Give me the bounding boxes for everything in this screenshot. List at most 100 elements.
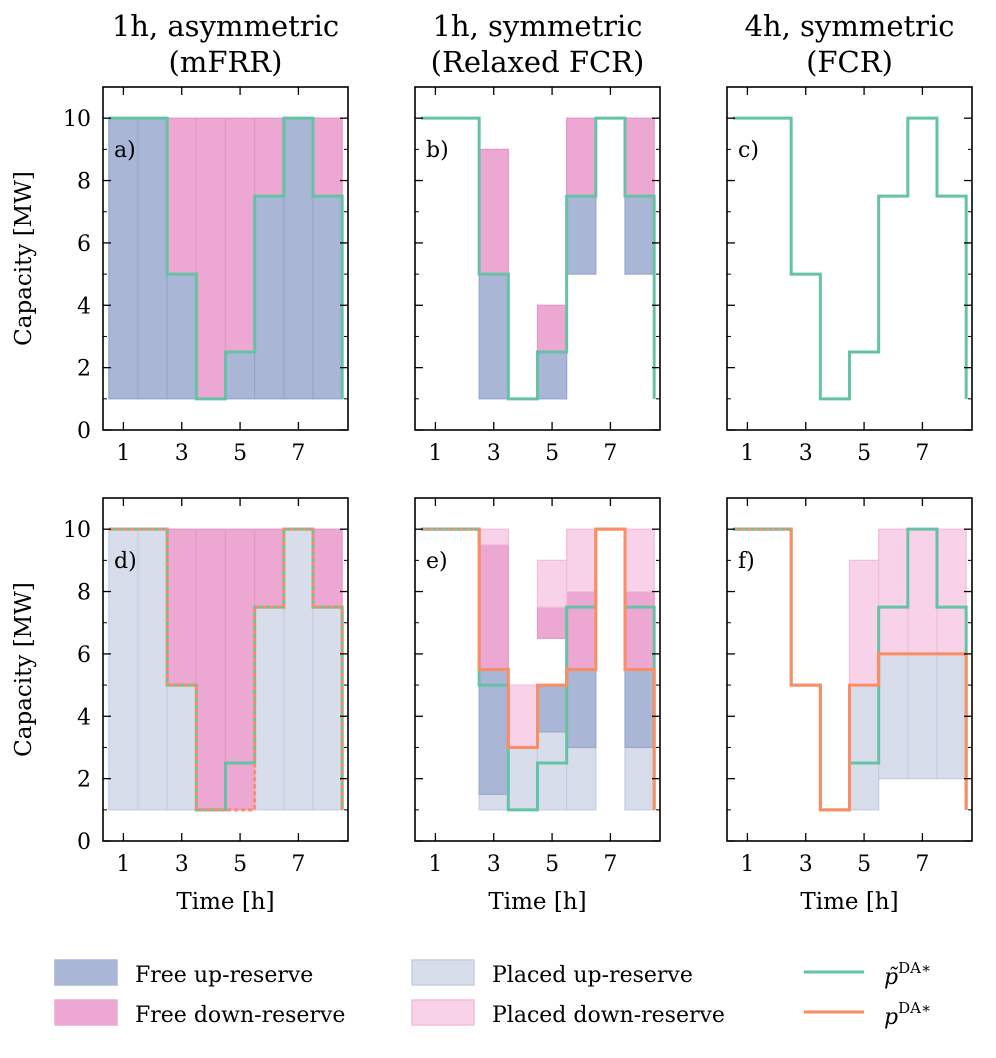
xtick-label: 1: [116, 441, 130, 466]
bar-free-down-h8: [624, 590, 655, 671]
axes-frame: [726, 497, 973, 842]
bar-free-down-h5: [224, 528, 256, 811]
ytick-label: 10: [63, 518, 91, 543]
panel-label: d): [114, 549, 137, 574]
bar-placed-down-h5: [536, 559, 568, 608]
legend-label-p: pDA∗: [884, 999, 931, 1030]
bar-free-down-h4: [195, 117, 227, 400]
ytick-label: 8: [77, 581, 91, 606]
bar-free-up-h6: [566, 668, 597, 749]
bar-free-up-h3: [478, 668, 509, 795]
xtick-label: 5: [545, 852, 559, 877]
bar-placed-up-h3: [478, 793, 509, 811]
line-ptilde: [108, 116, 344, 401]
y-axis-label: Capacity [MW]: [11, 582, 37, 757]
bar-free-down-h3: [478, 148, 509, 275]
xtick-label: 1: [428, 852, 442, 877]
bar-free-up-h2: [137, 117, 168, 400]
panel-label: a): [114, 138, 136, 163]
panel-title-line: 1h, asymmetric: [112, 9, 339, 43]
bar-free-down-h6: [566, 117, 597, 197]
legend-swatch-free-down: [54, 999, 118, 1026]
panel-label: e): [426, 549, 448, 574]
bar-free-up-h1: [108, 117, 139, 400]
bar-free-down-h5: [536, 606, 568, 639]
xtick-label: 1: [740, 441, 754, 466]
panel-label: c): [738, 138, 759, 163]
ytick-label: 4: [77, 294, 91, 319]
xtick-label: 1: [428, 441, 442, 466]
bar-free-up-h8: [312, 195, 343, 400]
bar-free-down-h5: [536, 304, 568, 353]
legend: Free up-reserve Free down-reserve Placed…: [54, 959, 931, 1030]
bar-free-up-h3: [478, 273, 509, 400]
panel-b: 1 3 5 7 b) 1h, symmetric(Relaxed FCR): [414, 9, 661, 466]
legend-label-placed-up: Placed up-reserve: [492, 963, 693, 988]
panel-f: 1 3 5 7 f) Time [h]: [726, 497, 973, 915]
x-axis-label: Time [h]: [800, 889, 898, 915]
bar-placed-down-h6: [878, 528, 909, 655]
panel-title-line: 1h, symmetric: [432, 9, 642, 43]
bar-placed-up-h8: [624, 746, 655, 811]
bar-placed-up-h7: [283, 528, 314, 811]
bar-placed-up-h6: [566, 746, 597, 811]
legend-label-free-down: Free down-reserve: [135, 1003, 345, 1028]
xtick-label: 7: [291, 852, 305, 877]
bar-free-down-h6: [254, 117, 285, 197]
bar-placed-up-h5: [536, 731, 568, 811]
bar-placed-up-h3: [166, 684, 197, 811]
bar-free-down-h8: [312, 528, 343, 608]
bar-free-up-h5: [224, 351, 256, 400]
panel-c: 1 3 5 7 c) 4h, symmetric(FCR): [726, 9, 973, 466]
bar-free-down-h4: [195, 528, 227, 811]
axes-frame: [102, 497, 349, 842]
xtick-label: 5: [545, 441, 559, 466]
xtick-label: 1: [116, 852, 130, 877]
line-p: [732, 527, 968, 812]
xtick-label: 5: [857, 852, 871, 877]
x-axis-label: Time [h]: [176, 889, 274, 915]
xtick-label: 3: [799, 852, 813, 877]
ytick-label: 6: [77, 643, 91, 668]
bar-free-down-h6: [254, 528, 285, 608]
ytick-label: 8: [77, 170, 91, 195]
bar-free-down-h3: [166, 117, 197, 275]
xtick-label: 7: [603, 441, 617, 466]
ytick-label: 10: [63, 107, 91, 132]
panels: 0 2 4 6 8 10 1 3 5 7 a) 1h, asymmetric(mFRR) Capacit…: [11, 9, 973, 915]
ytick-label: 2: [77, 357, 91, 382]
ytick-label: 0: [77, 419, 91, 444]
legend-p-base: p: [884, 1005, 898, 1030]
line-ptilde: [732, 116, 968, 401]
legend-ptilde-sup: DA∗: [898, 959, 931, 977]
bar-placed-up-h8: [312, 606, 343, 811]
bar-placed-down-h3: [478, 528, 509, 546]
bar-placed-up-h5: [848, 684, 880, 811]
xtick-label: 5: [233, 441, 247, 466]
bar-free-up-h6: [566, 195, 597, 275]
panel-title-line: (Relaxed FCR): [431, 45, 645, 79]
panel-label: b): [426, 138, 449, 163]
panel-label: f): [738, 549, 755, 574]
bar-placed-down-h8: [936, 528, 967, 655]
line-p: [420, 527, 656, 810]
line-ptilde: [420, 116, 656, 401]
bar-free-up-h3: [166, 273, 197, 400]
xtick-label: 3: [487, 852, 501, 877]
ytick-label: 2: [77, 768, 91, 793]
bar-placed-up-h6: [254, 606, 285, 811]
panel-title-line: (mFRR): [169, 45, 283, 79]
bar-free-down-h8: [624, 117, 655, 197]
bar-placed-up-h6: [878, 653, 909, 780]
xtick-label: 3: [487, 441, 501, 466]
legend-swatch-placed-down: [411, 999, 475, 1026]
legend-label-placed-down: Placed down-reserve: [492, 1003, 725, 1028]
legend-label-free-up: Free up-reserve: [135, 963, 313, 988]
bar-placed-up-h2: [137, 528, 168, 811]
xtick-label: 7: [291, 441, 305, 466]
legend-swatch-placed-up: [411, 959, 475, 986]
axes-frame: [102, 86, 349, 431]
x-axis-label: Time [h]: [488, 889, 586, 915]
xtick-label: 3: [175, 852, 189, 877]
axes-frame: [414, 497, 661, 842]
